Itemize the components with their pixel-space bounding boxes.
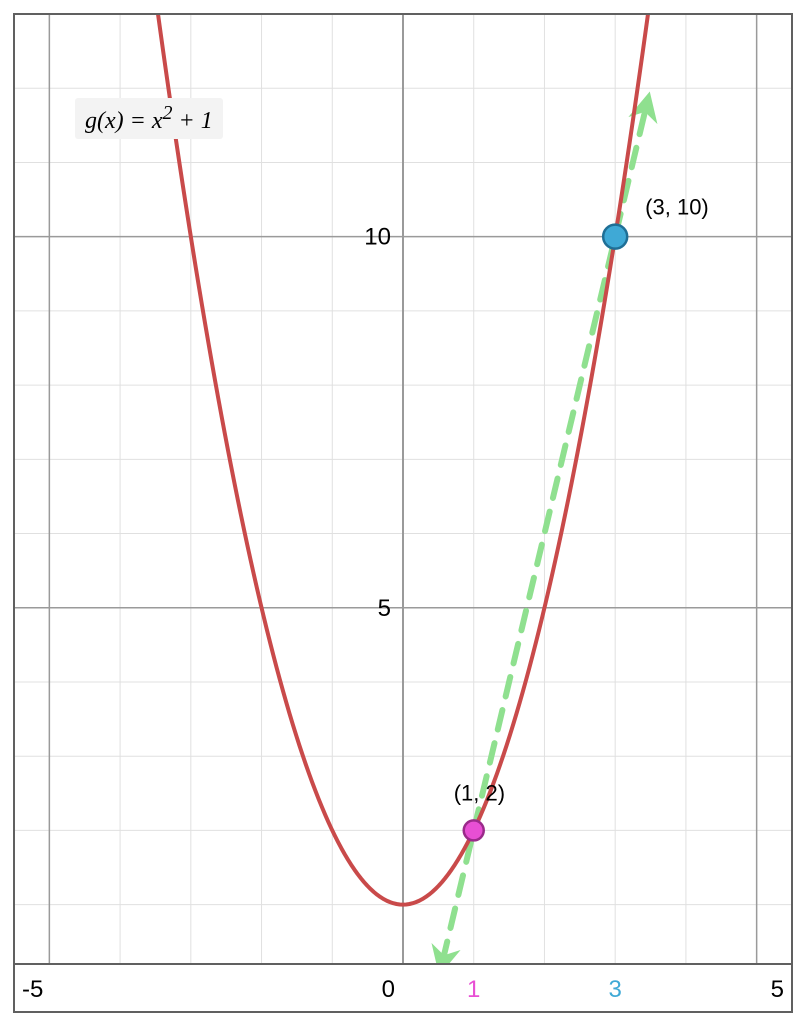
x-special-tick-label: 3 bbox=[609, 976, 622, 1003]
x-tick-label: -5 bbox=[22, 976, 43, 1003]
x-tick-label: 5 bbox=[771, 976, 784, 1003]
point-label-0: (1, 2) bbox=[454, 780, 505, 805]
chart-svg: (1, 2) (3, 10) 5 10 -5 0 5 1 3 bbox=[0, 0, 806, 1023]
x-special-tick-label: 1 bbox=[467, 976, 480, 1003]
chart-container: (1, 2) (3, 10) 5 10 -5 0 5 1 3 g(x) = x2 + 1 bbox=[0, 0, 806, 1023]
x-tick-label: 0 bbox=[382, 976, 395, 1003]
y-tick-label: 10 bbox=[364, 224, 391, 251]
point-1 bbox=[603, 225, 627, 249]
function-formula: g(x) = x2 + 1 bbox=[75, 98, 223, 139]
y-tick-label: 5 bbox=[378, 595, 391, 622]
point-0 bbox=[464, 820, 484, 840]
point-label-1: (3, 10) bbox=[645, 195, 709, 220]
